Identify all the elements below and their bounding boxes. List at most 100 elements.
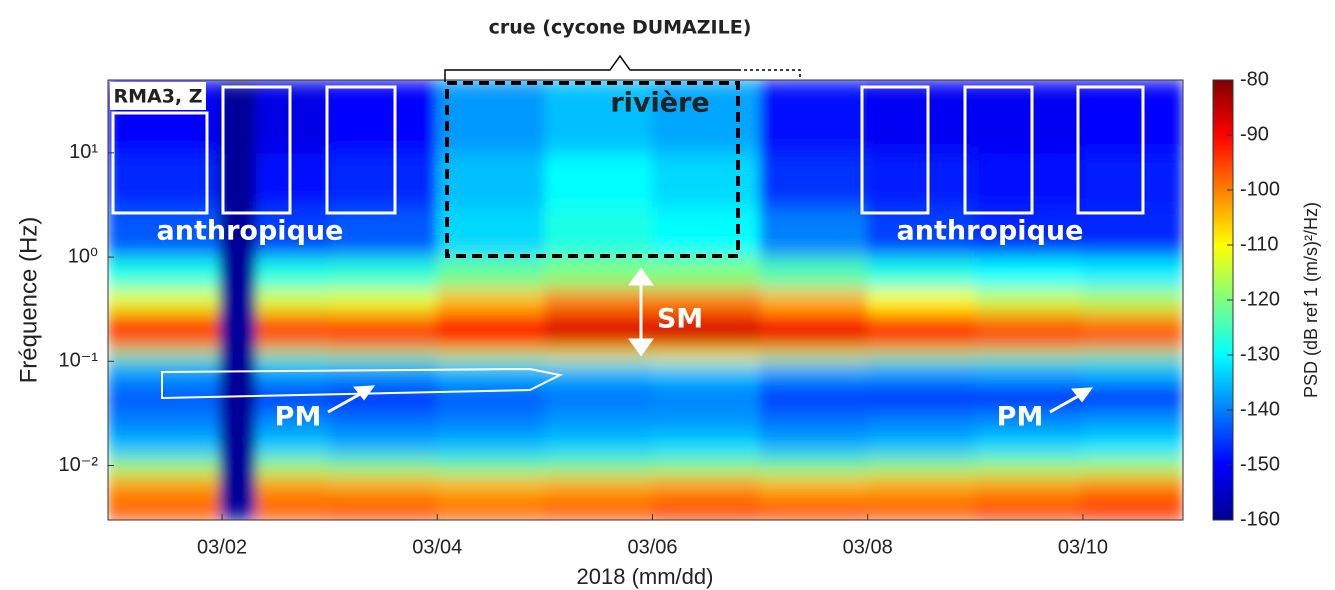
psd-cell [759, 383, 869, 410]
psd-cell [329, 408, 438, 435]
psd-cell [974, 311, 1084, 331]
psd-cell [1082, 348, 1183, 362]
psd-cell [974, 433, 1084, 458]
psd-cell [436, 256, 546, 289]
psd-cell [108, 206, 221, 258]
psd-cell [544, 408, 653, 435]
psd-cell [436, 329, 546, 350]
psd-cell [651, 360, 761, 385]
colorbar-tick-label: -80 [1240, 68, 1269, 90]
psd-cell [759, 408, 869, 435]
psd-cell [436, 360, 546, 385]
psd-cell [436, 287, 546, 313]
psd-cell [974, 256, 1084, 289]
psd-cell [255, 152, 331, 208]
psd-cell [329, 348, 438, 362]
psd-cell [544, 383, 653, 410]
psd-cell [544, 206, 653, 258]
psd-cell [329, 383, 438, 410]
psd-cell [255, 287, 331, 313]
psd-cell [759, 433, 869, 458]
psd-cell [329, 456, 438, 477]
psd-cell [759, 475, 869, 498]
psd-cell [544, 348, 653, 362]
psd-cell [219, 311, 257, 331]
psd-cell [255, 80, 331, 154]
psd-cell [436, 206, 546, 258]
psd-cell [867, 287, 976, 313]
psd-cell [651, 206, 761, 258]
psd-cell [108, 348, 221, 362]
chart-title: crue (cycone DUMAZILE) [489, 17, 752, 39]
psd-cell [544, 311, 653, 331]
psd-cell [759, 256, 869, 289]
colorbar-tick-label: -130 [1240, 343, 1280, 365]
psd-cell [329, 256, 438, 289]
psd-cell [329, 360, 438, 385]
psd-cell [759, 311, 869, 331]
y-tick-label: 10¹ [69, 141, 98, 163]
psd-cell [651, 80, 761, 154]
psd-cell [759, 80, 869, 154]
psd-cell [974, 329, 1084, 350]
psd-cell [219, 360, 257, 385]
psd-cell [108, 311, 221, 331]
psd-cell [329, 329, 438, 350]
psd-cell [219, 329, 257, 350]
psd-cell [759, 360, 869, 385]
psd-cell [974, 152, 1084, 208]
psd-cell [544, 475, 653, 498]
psd-cell [974, 408, 1084, 435]
psd-cell [867, 80, 976, 154]
psd-cell [544, 496, 653, 520]
x-tick-label: 03/04 [412, 536, 462, 558]
y-axis-label: Fréquence (Hz) [15, 217, 42, 384]
psd-cell [108, 329, 221, 350]
psd-cell [974, 348, 1084, 362]
psd-cell [867, 383, 976, 410]
psd-cell [651, 329, 761, 350]
psd-cell [651, 287, 761, 313]
psd-cell [329, 287, 438, 313]
psd-cell [867, 256, 976, 289]
x-tick-label: 03/08 [843, 536, 893, 558]
colorbar-tick-label: -160 [1240, 508, 1280, 530]
psd-cell [329, 80, 438, 154]
psd-cell [436, 311, 546, 331]
psd-cell [108, 456, 221, 477]
psd-cell [759, 348, 869, 362]
psd-cell [544, 80, 653, 154]
psd-cell [867, 311, 976, 331]
psd-cell [759, 152, 869, 208]
psd-cell [1082, 287, 1183, 313]
colorbar-label: PSD (dB ref 1 (m/s)²/Hz) [1301, 202, 1321, 398]
psd-cell [436, 475, 546, 498]
psd-cell [329, 311, 438, 331]
psd-cell [329, 475, 438, 498]
sm-label: SM [657, 304, 703, 335]
psd-cell [651, 456, 761, 477]
plot-frame [107, 79, 1184, 521]
psd-cell [867, 475, 976, 498]
psd-cell [436, 496, 546, 520]
psd-cell [1082, 496, 1183, 520]
station-label-bg [110, 82, 206, 110]
psd-cell [759, 456, 869, 477]
psd-cell [219, 256, 257, 289]
psd-cell [974, 456, 1084, 477]
psd-cell [436, 408, 546, 435]
psd-cell [867, 348, 976, 362]
psd-cell [219, 408, 257, 435]
psd-cell [219, 496, 257, 520]
psd-cell [1082, 475, 1183, 498]
x-tick-label: 03/02 [197, 536, 247, 558]
psd-cell [651, 408, 761, 435]
psd-cell [651, 475, 761, 498]
psd-cell [219, 348, 257, 362]
psd-cell [1082, 256, 1183, 289]
flood-bracket [444, 54, 738, 82]
heatmap-cells [108, 80, 1183, 520]
anthropic-boxes [111, 85, 1145, 215]
psd-cell [1082, 80, 1183, 154]
psd-cell [651, 496, 761, 520]
